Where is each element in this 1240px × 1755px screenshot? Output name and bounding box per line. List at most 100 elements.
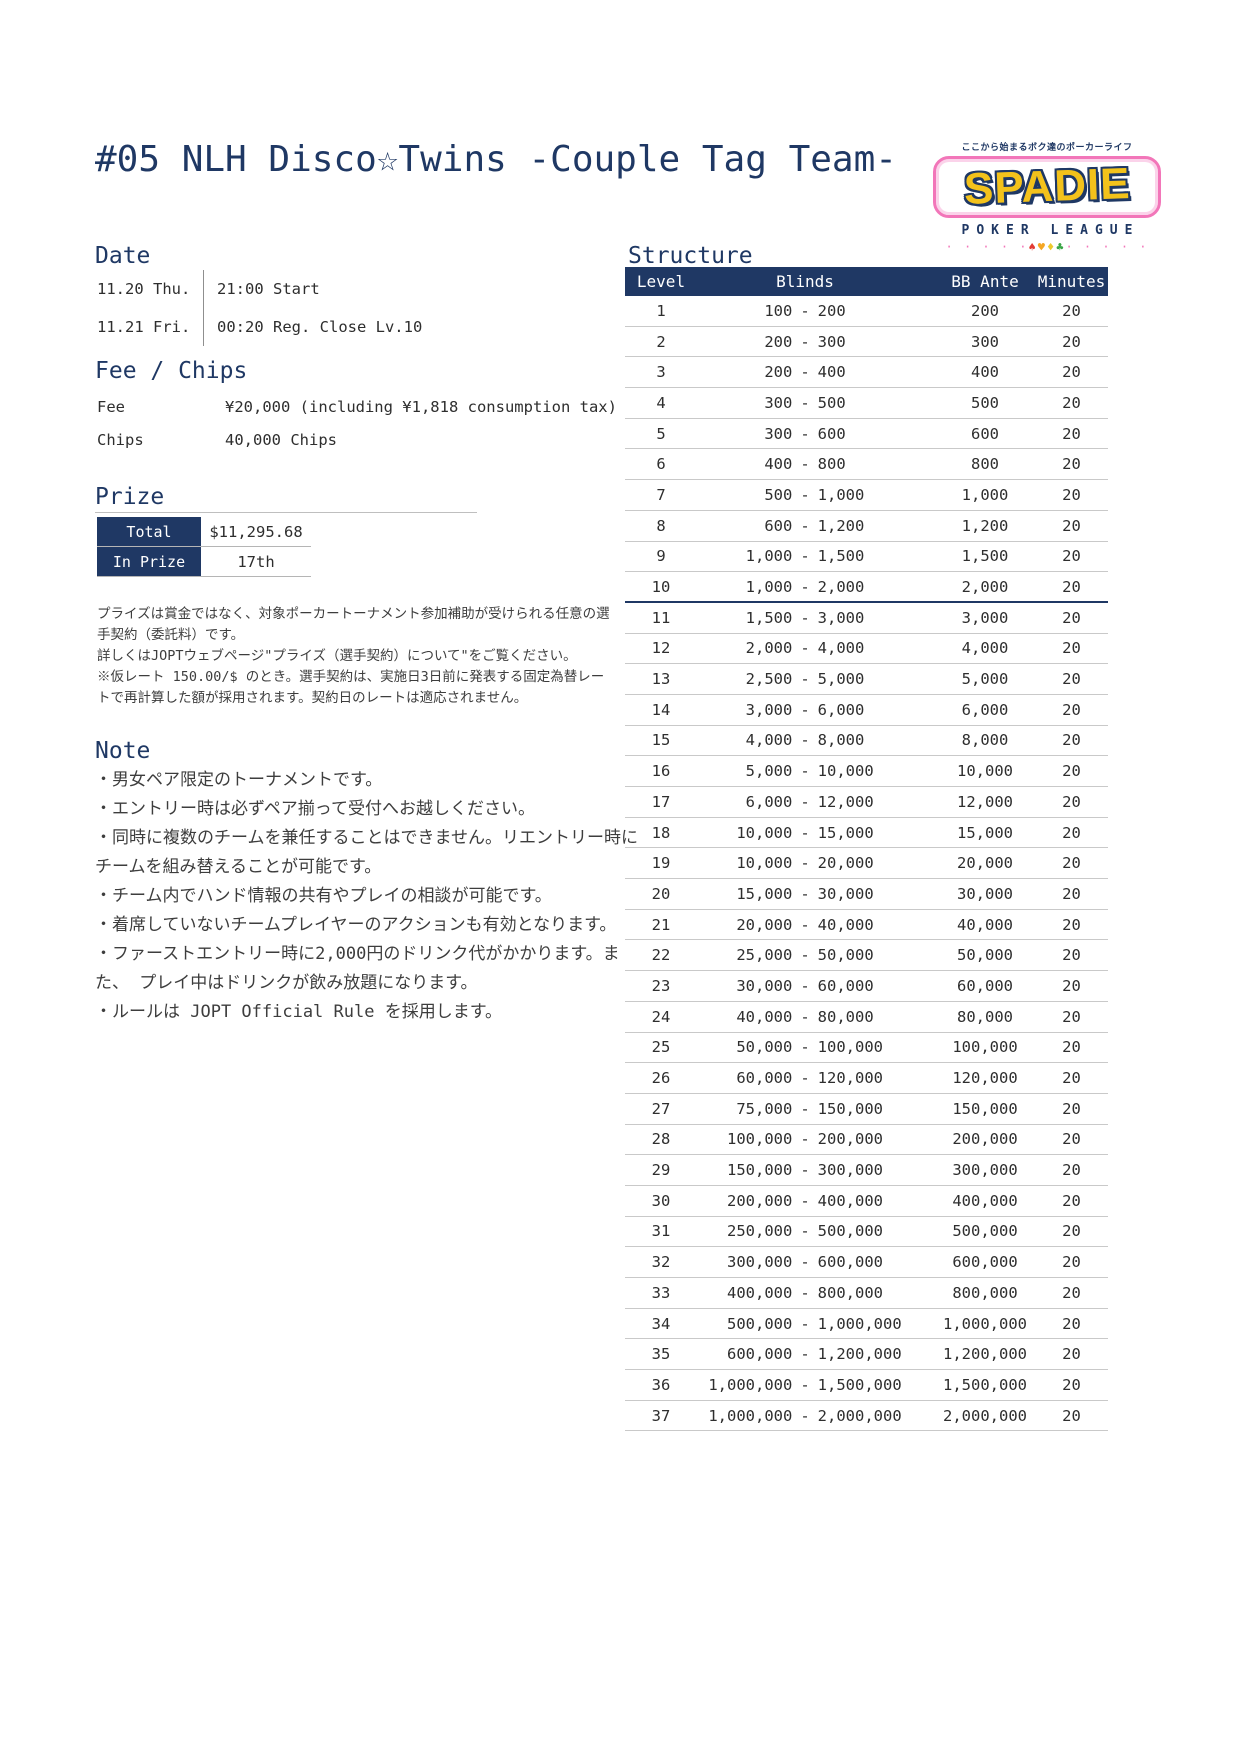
logo-dots-right: · · · · · [1065, 240, 1149, 254]
note-item: ・着席していないチームプレイヤーのアクションも有効となります。 [95, 915, 617, 935]
minutes: 20 [1062, 608, 1081, 627]
blinds-separator: - [800, 1191, 810, 1210]
blinds-separator: - [800, 762, 810, 781]
level-number: 14 [651, 700, 671, 719]
structure-level-row: 17 6,000-12,000 12,000 20 [625, 787, 1108, 818]
structure-level-row: 14 3,000-6,000 6,000 20 [625, 695, 1108, 726]
big-blind: 60,000 [817, 976, 874, 995]
fee-chips-heading: Fee / Chips [95, 358, 248, 384]
level-number: 17 [651, 792, 671, 811]
minutes: 20 [1062, 424, 1081, 443]
small-blind: 20,000 [736, 915, 793, 934]
big-blind: 800,000 [817, 1283, 883, 1302]
minutes: 20 [1062, 762, 1081, 781]
small-blind: 40,000 [736, 1007, 793, 1026]
blinds-separator: - [800, 608, 810, 627]
small-blind: 500,000 [727, 1314, 793, 1333]
blinds-separator: - [800, 700, 810, 719]
level-number: 16 [651, 762, 671, 781]
blinds-separator: - [800, 670, 810, 689]
blinds-cell: 3,000-6,000 [697, 701, 935, 719]
bb-ante: 600 [971, 424, 999, 443]
minutes: 20 [1062, 1253, 1081, 1272]
date-value: 11.21 Fri. [97, 318, 191, 336]
small-blind: 300,000 [727, 1253, 793, 1272]
minutes: 20 [1062, 700, 1081, 719]
logo-subtitle: POKER LEAGUE [961, 223, 1140, 238]
structure-level-row: 19 10,000-20,000 20,000 20 [625, 848, 1108, 880]
minutes: 20 [1062, 1375, 1081, 1394]
logo-tagline: ここから始まるボク達のポーカーライフ [961, 143, 1133, 153]
blinds-cell: 50,000-100,000 [697, 1038, 935, 1056]
small-blind: 10,000 [736, 854, 793, 873]
structure-level-row: 26 60,000-120,000 120,000 20 [625, 1063, 1108, 1094]
blinds-cell: 20,000-40,000 [697, 916, 935, 934]
big-blind: 2,000,000 [817, 1406, 902, 1425]
level-number: 35 [651, 1345, 671, 1364]
logo-dots-left: · · · · · [945, 240, 1029, 254]
bb-ante: 1,000,000 [943, 1314, 1027, 1333]
disclaimer-line: 詳しくはJOPTウェブページ"プライズ（選手契約）について"をご覧ください。 [97, 648, 577, 664]
blinds-separator: - [800, 854, 810, 873]
structure-level-row: 22 25,000-50,000 50,000 20 [625, 940, 1108, 972]
minutes: 20 [1062, 393, 1081, 412]
blinds-cell: 10,000-20,000 [697, 854, 935, 872]
level-number: 9 [656, 547, 666, 566]
blinds-separator: - [800, 516, 810, 535]
minutes: 20 [1062, 1161, 1081, 1180]
bb-ante: 8,000 [961, 731, 1009, 750]
small-blind: 6,000 [745, 792, 793, 811]
blinds-separator: - [800, 1314, 810, 1333]
prize-heading-rule [95, 512, 477, 513]
blinds-cell: 300,000-600,000 [697, 1253, 935, 1271]
level-number: 23 [651, 976, 671, 995]
bb-ante: 500 [971, 393, 999, 412]
blinds-cell: 200-300 [697, 333, 935, 351]
big-blind: 300 [817, 332, 846, 351]
level-number: 25 [651, 1038, 671, 1057]
small-blind: 200 [764, 363, 793, 382]
fee-value: ¥20,000 (including ¥1,818 consumption ta… [225, 397, 617, 416]
big-blind: 1,200,000 [817, 1345, 902, 1364]
blinds-separator: - [800, 1130, 810, 1149]
minutes: 20 [1062, 670, 1081, 689]
structure-level-row: 2 200-300 300 20 [625, 327, 1108, 358]
note-item: ・ファーストエントリー時に2,000円のドリンク代がかかります。また、 プレイ中… [95, 944, 620, 993]
bb-ante: 400,000 [952, 1191, 1018, 1210]
blinds-separator: - [800, 1069, 810, 1088]
small-blind: 500 [764, 485, 793, 504]
blinds-separator: - [800, 792, 810, 811]
small-blind: 100,000 [727, 1130, 793, 1149]
prize-total-label: Total [97, 517, 201, 546]
date-heading: Date [95, 243, 151, 269]
big-blind: 1,500 [817, 547, 865, 566]
minutes: 20 [1062, 976, 1081, 995]
bb-ante: 1,000 [961, 485, 1009, 504]
blinds-cell: 30,000-60,000 [697, 977, 935, 995]
structure-header-row: Level Blinds BB Ante Minutes [625, 267, 1108, 296]
bb-ante: 600,000 [952, 1253, 1018, 1272]
suit-icon: ♠ [1028, 240, 1038, 254]
structure-level-row: 15 4,000-8,000 8,000 20 [625, 726, 1108, 757]
column-header-level: Level [636, 272, 686, 291]
prize-inprize-row: In Prize 17th [97, 547, 311, 577]
minutes: 20 [1062, 823, 1081, 842]
bb-ante: 1,500,000 [943, 1375, 1027, 1394]
blinds-cell: 1,000-1,500 [697, 547, 935, 565]
prize-inprize-label: In Prize [97, 547, 201, 576]
blinds-cell: 200-400 [697, 363, 935, 381]
small-blind: 4,000 [745, 731, 793, 750]
level-number: 27 [651, 1099, 671, 1118]
disclaimer-line: プライズは賞金ではなく、対象ポーカートーナメント参加補助が受けられる任意の選手契… [97, 606, 610, 643]
structure-level-row: 12 2,000-4,000 4,000 20 [625, 634, 1108, 665]
minutes: 20 [1062, 547, 1081, 566]
blinds-separator: - [800, 332, 810, 351]
level-number: 28 [651, 1130, 671, 1149]
blinds-cell: 6,000-12,000 [697, 793, 935, 811]
big-blind: 300,000 [817, 1161, 883, 1180]
blinds-separator: - [800, 731, 810, 750]
blinds-separator: - [800, 1099, 810, 1118]
small-blind: 1,000,000 [708, 1375, 793, 1394]
structure-level-row: 23 30,000-60,000 60,000 20 [625, 971, 1108, 1002]
prize-disclaimer: プライズは賞金ではなく、対象ポーカートーナメント参加補助が受けられる任意の選手契… [97, 604, 613, 709]
